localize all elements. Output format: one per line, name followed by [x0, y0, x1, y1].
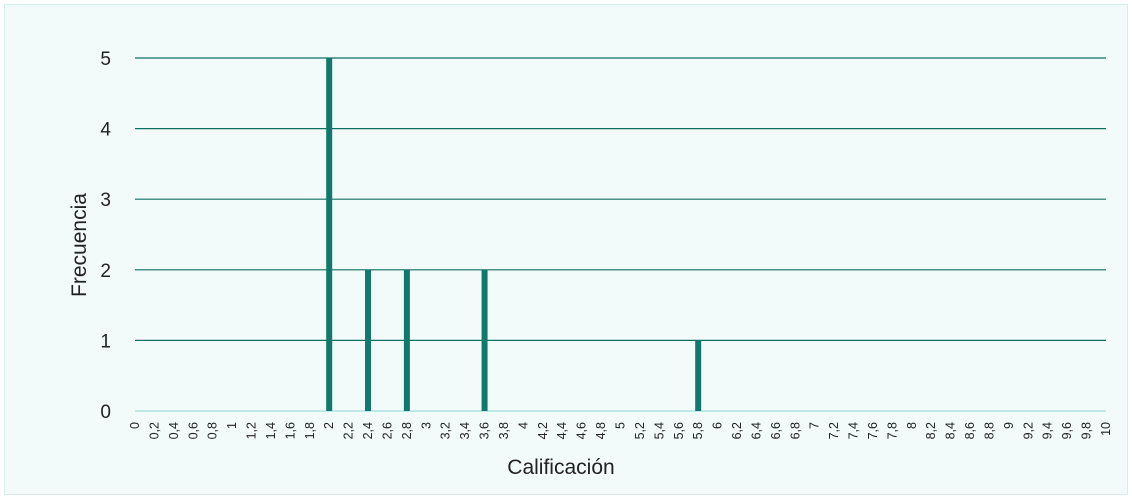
x-tick-label: 0,6	[186, 422, 200, 439]
x-tick-label: 9,2	[1021, 422, 1035, 439]
x-tick-label: 3	[419, 422, 433, 429]
x-tick-label: 5,4	[652, 422, 666, 439]
x-tick-label: 1,4	[264, 422, 278, 439]
y-tick-label: 1	[100, 331, 111, 352]
bar	[326, 58, 333, 411]
x-tick-label: 1	[225, 422, 239, 429]
y-axis-label: Frecuencia	[68, 193, 91, 297]
x-tick-label: 6,8	[788, 422, 802, 439]
x-tick-label: 2,6	[380, 422, 394, 439]
x-axis-label: Calificación	[507, 456, 614, 479]
x-tick-label: 2,8	[400, 422, 414, 439]
bar	[403, 269, 410, 411]
x-tick-label: 3,6	[478, 422, 492, 439]
x-tick-label: 5,2	[633, 422, 647, 439]
x-tick-label: 5,6	[672, 422, 686, 439]
frequency-chart: 0 1 2 3 4 5 0 0,2 0,4 0,6 0,8 1 1,2 1,4 1,6 1,8 2 2,2 2,4…	[68, 49, 1113, 479]
y-tick-label: 5	[100, 49, 111, 70]
x-tick-label: 1,6	[283, 422, 297, 439]
x-tick-label: 3,2	[439, 422, 453, 439]
x-tick-label: 2	[322, 422, 336, 429]
x-tick-label: 0	[128, 422, 142, 429]
bar	[365, 269, 372, 411]
x-tick-label: 2,2	[342, 422, 356, 439]
x-tick-label: 0,4	[167, 422, 181, 439]
x-tick-label: 1,8	[303, 422, 317, 439]
y-tick-label: 2	[100, 261, 111, 282]
chart-frame: 0 1 2 3 4 5 0 0,2 0,4 0,6 0,8 1 1,2 1,4 1,6 1,8 2 2,2 2,4…	[4, 4, 1128, 495]
bars	[326, 58, 702, 411]
x-tick-label: 2,4	[361, 422, 375, 439]
x-tick-label: 10	[1099, 422, 1113, 436]
x-tick-labels: 0 0,2 0,4 0,6 0,8 1 1,2 1,4 1,6 1,8 2 2,2 2,4 2,6 2,8 3…	[128, 422, 1113, 439]
x-tick-label: 5,8	[691, 422, 705, 439]
x-tick-label: 6,4	[749, 422, 763, 439]
x-tick-label: 7,6	[866, 422, 880, 439]
y-tick-label: 3	[100, 190, 111, 211]
x-tick-label: 0,2	[147, 422, 161, 439]
x-tick-label: 0,8	[206, 422, 220, 439]
x-tick-label: 1,2	[245, 422, 259, 439]
x-tick-label: 4,4	[555, 422, 569, 439]
x-tick-label: 8,6	[963, 422, 977, 439]
x-tick-label: 6,6	[769, 422, 783, 439]
x-tick-label: 4,6	[575, 422, 589, 439]
grid-lines	[135, 57, 1106, 412]
x-tick-label: 9,6	[1060, 422, 1074, 439]
x-tick-label: 7,4	[847, 422, 861, 439]
x-tick-label: 8,8	[982, 422, 996, 439]
x-tick-label: 4	[516, 422, 530, 429]
x-tick-label: 8,2	[924, 422, 938, 439]
x-tick-label: 6	[711, 422, 725, 429]
x-tick-label: 3,8	[497, 422, 511, 439]
x-tick-label: 4,2	[536, 422, 550, 439]
y-tick-labels: 0 1 2 3 4 5	[100, 49, 111, 423]
x-tick-label: 9	[1002, 422, 1016, 429]
x-tick-label: 3,4	[458, 422, 472, 439]
x-tick-label: 7,8	[885, 422, 899, 439]
y-tick-label: 4	[100, 120, 111, 141]
x-tick-label: 8,4	[944, 422, 958, 439]
y-tick-label: 0	[100, 402, 111, 423]
x-tick-label: 7,2	[827, 422, 841, 439]
x-tick-label: 9,4	[1041, 422, 1055, 439]
x-tick-label: 4,8	[594, 422, 608, 439]
x-tick-label: 7	[808, 422, 822, 429]
x-tick-label: 6,2	[730, 422, 744, 439]
bar	[695, 340, 702, 411]
x-tick-label: 8	[905, 422, 919, 429]
x-tick-label: 5	[614, 422, 628, 429]
bar	[481, 269, 488, 411]
x-tick-label: 9,8	[1080, 422, 1094, 439]
